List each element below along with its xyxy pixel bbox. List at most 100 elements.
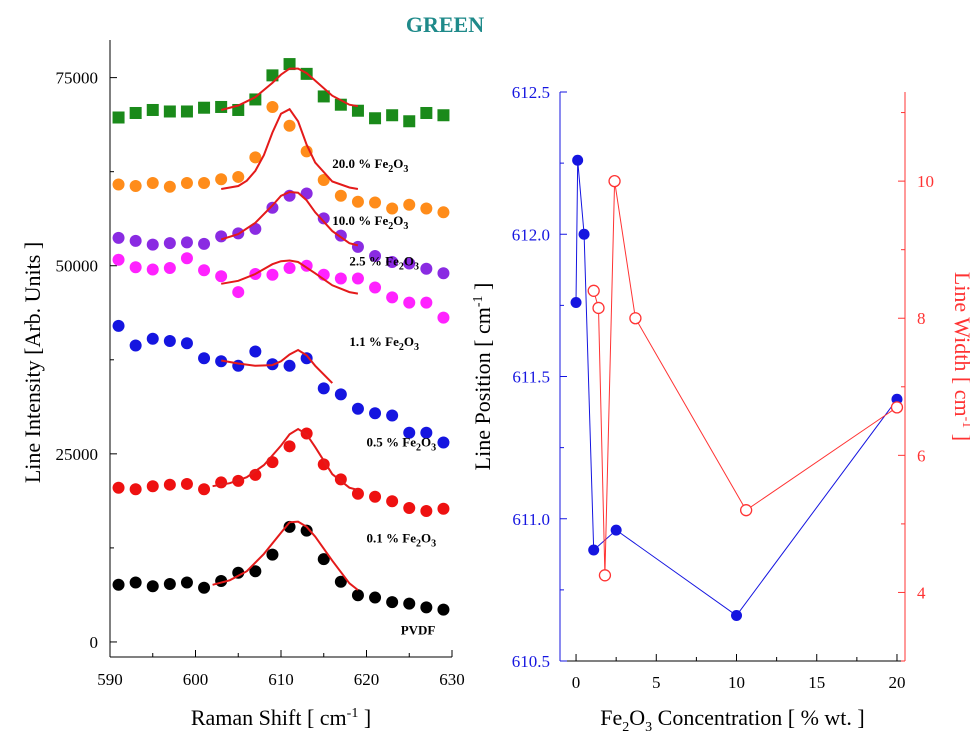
data-point bbox=[283, 440, 296, 453]
data-point bbox=[112, 111, 125, 124]
series-annotation: 1.1 % Fe2O3 bbox=[349, 334, 419, 353]
x-tick-label: 610 bbox=[268, 670, 294, 689]
data-point bbox=[283, 119, 296, 132]
data-point bbox=[317, 382, 330, 395]
data-point bbox=[249, 565, 262, 578]
data-point bbox=[351, 589, 364, 602]
data-point bbox=[266, 456, 279, 469]
data-point bbox=[369, 490, 382, 503]
data-point bbox=[232, 170, 245, 183]
data-point bbox=[420, 505, 433, 518]
data-point bbox=[180, 576, 193, 589]
data-point bbox=[437, 502, 450, 515]
data-point bbox=[146, 263, 159, 276]
series-6 bbox=[112, 58, 450, 128]
data-point bbox=[112, 178, 125, 191]
data-point bbox=[334, 189, 347, 202]
data-point bbox=[351, 272, 364, 285]
left-chart: 590 600 610 620 630 0 25000 50000 75000 Raman Shi… bbox=[20, 40, 465, 730]
data-point bbox=[386, 109, 399, 122]
fit-line bbox=[221, 259, 359, 295]
data-point bbox=[403, 115, 416, 128]
data-point bbox=[420, 106, 433, 119]
data-point bbox=[437, 603, 450, 616]
data-point bbox=[334, 388, 347, 401]
data-point bbox=[420, 296, 433, 309]
data-point bbox=[163, 237, 176, 250]
data-point bbox=[317, 173, 330, 186]
right-y-tick-label: 6 bbox=[917, 446, 926, 465]
series-0 bbox=[570, 154, 903, 621]
data-point bbox=[283, 58, 296, 71]
series-3 bbox=[112, 252, 450, 324]
x-axis-label: Fe2O3 Concentration [ % wt. ] bbox=[600, 705, 865, 735]
data-point bbox=[163, 105, 176, 118]
y-tick-label: 75000 bbox=[56, 69, 99, 88]
data-point bbox=[215, 476, 228, 489]
series-annotation: 0.1 % Fe2O3 bbox=[367, 531, 437, 550]
data-point bbox=[437, 109, 450, 122]
data-point bbox=[437, 206, 450, 219]
data-point bbox=[351, 402, 364, 415]
data-point bbox=[369, 112, 382, 125]
data-point bbox=[146, 580, 159, 593]
chart-title: GREEN bbox=[405, 12, 485, 37]
fit-line bbox=[221, 107, 359, 190]
data-point bbox=[198, 176, 211, 189]
series-1 bbox=[587, 174, 904, 582]
data-point bbox=[283, 261, 296, 274]
x-tick-label: 0 bbox=[572, 673, 581, 692]
data-point bbox=[249, 468, 262, 481]
data-point bbox=[300, 145, 313, 158]
data-point bbox=[351, 104, 364, 117]
data-point bbox=[129, 179, 142, 192]
data-point bbox=[386, 596, 399, 609]
data-point bbox=[317, 458, 330, 471]
data-point bbox=[369, 281, 382, 294]
fit-line bbox=[212, 520, 359, 591]
x-tick-label: 15 bbox=[808, 673, 825, 692]
series-annotation: 2.5 % Fe2O3 bbox=[349, 254, 419, 273]
fit-line bbox=[220, 190, 359, 247]
data-point bbox=[180, 252, 193, 265]
data-point bbox=[578, 228, 590, 240]
series-line bbox=[575, 160, 898, 617]
series-5 bbox=[112, 100, 450, 219]
data-point bbox=[129, 483, 142, 496]
fit-line bbox=[220, 67, 359, 111]
data-point bbox=[266, 100, 279, 113]
data-point bbox=[588, 544, 600, 556]
data-point bbox=[334, 272, 347, 285]
data-point bbox=[283, 359, 296, 372]
data-point bbox=[163, 334, 176, 347]
data-point bbox=[180, 337, 193, 350]
data-point bbox=[215, 100, 228, 113]
data-point bbox=[198, 483, 211, 496]
data-point bbox=[129, 261, 142, 274]
data-point bbox=[403, 257, 416, 270]
data-point bbox=[112, 253, 125, 266]
data-point bbox=[334, 575, 347, 588]
data-point bbox=[403, 198, 416, 211]
data-point bbox=[129, 576, 142, 589]
series-1 bbox=[112, 427, 450, 518]
x-tick-label: 600 bbox=[183, 670, 209, 689]
data-point bbox=[249, 345, 262, 358]
series-4 bbox=[112, 187, 450, 280]
data-point bbox=[369, 196, 382, 209]
data-point bbox=[198, 237, 211, 250]
data-point bbox=[232, 286, 245, 299]
data-point bbox=[592, 301, 605, 315]
right-y-tick-label: 8 bbox=[917, 309, 926, 328]
data-point bbox=[386, 409, 399, 422]
data-point bbox=[112, 578, 125, 591]
data-point bbox=[369, 407, 382, 420]
x-tick-label: 20 bbox=[888, 673, 905, 692]
data-point bbox=[437, 436, 450, 449]
x-tick-label: 620 bbox=[354, 670, 380, 689]
data-point bbox=[351, 240, 364, 253]
data-point bbox=[403, 296, 416, 309]
data-point bbox=[572, 154, 584, 166]
data-point bbox=[198, 352, 211, 365]
data-point bbox=[403, 426, 416, 439]
